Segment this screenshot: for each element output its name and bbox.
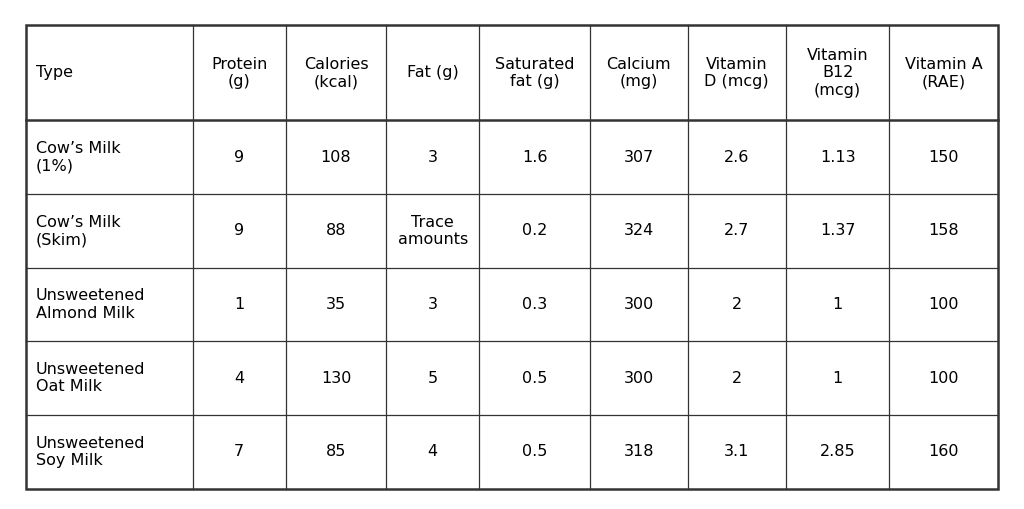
Text: 4: 4 <box>234 371 245 386</box>
Text: 35: 35 <box>326 297 346 312</box>
Text: Protein
(g): Protein (g) <box>211 56 267 89</box>
Text: 1.6: 1.6 <box>522 150 548 165</box>
Text: 2.6: 2.6 <box>724 150 750 165</box>
Text: Fat (g): Fat (g) <box>407 66 459 80</box>
Text: Type: Type <box>36 66 73 80</box>
Text: 158: 158 <box>929 223 959 238</box>
Text: 4: 4 <box>428 444 437 459</box>
Text: 3.1: 3.1 <box>724 444 750 459</box>
Text: 2.7: 2.7 <box>724 223 750 238</box>
Text: 300: 300 <box>624 297 654 312</box>
Text: 85: 85 <box>326 444 346 459</box>
Text: 0.5: 0.5 <box>522 371 548 386</box>
Text: 130: 130 <box>321 371 351 386</box>
Text: Cow’s Milk
(Skim): Cow’s Milk (Skim) <box>36 215 121 247</box>
Text: 2.85: 2.85 <box>820 444 855 459</box>
Text: Vitamin
B12
(mcg): Vitamin B12 (mcg) <box>807 48 868 98</box>
Text: 7: 7 <box>234 444 245 459</box>
Text: 0.2: 0.2 <box>522 223 548 238</box>
Text: Unsweetened
Soy Milk: Unsweetened Soy Milk <box>36 436 145 468</box>
Text: 100: 100 <box>929 297 959 312</box>
Text: 108: 108 <box>321 150 351 165</box>
Text: 9: 9 <box>234 150 245 165</box>
Text: 3: 3 <box>428 150 437 165</box>
Text: Calories
(kcal): Calories (kcal) <box>304 56 369 89</box>
Text: 324: 324 <box>624 223 654 238</box>
Text: 150: 150 <box>929 150 959 165</box>
Text: Saturated
fat (g): Saturated fat (g) <box>495 56 574 89</box>
Text: 2: 2 <box>731 297 741 312</box>
Text: 307: 307 <box>624 150 654 165</box>
Text: 318: 318 <box>624 444 654 459</box>
Text: 88: 88 <box>326 223 346 238</box>
Text: 1: 1 <box>833 371 843 386</box>
Text: Unsweetened
Almond Milk: Unsweetened Almond Milk <box>36 288 145 321</box>
Text: Calcium
(mg): Calcium (mg) <box>606 56 671 89</box>
Text: 0.3: 0.3 <box>522 297 548 312</box>
Text: Unsweetened
Oat Milk: Unsweetened Oat Milk <box>36 362 145 394</box>
Text: 160: 160 <box>929 444 959 459</box>
Text: 3: 3 <box>428 297 437 312</box>
Text: Cow’s Milk
(1%): Cow’s Milk (1%) <box>36 141 121 174</box>
Text: 2: 2 <box>731 371 741 386</box>
Text: 0.5: 0.5 <box>522 444 548 459</box>
Text: Vitamin
D (mcg): Vitamin D (mcg) <box>705 56 769 89</box>
Text: 9: 9 <box>234 223 245 238</box>
Text: 1.37: 1.37 <box>820 223 855 238</box>
Text: 300: 300 <box>624 371 654 386</box>
Text: Trace
amounts: Trace amounts <box>397 215 468 247</box>
Text: 1: 1 <box>833 297 843 312</box>
Text: 1.13: 1.13 <box>820 150 855 165</box>
Text: 1: 1 <box>234 297 245 312</box>
Text: Vitamin A
(RAE): Vitamin A (RAE) <box>905 56 983 89</box>
Text: 100: 100 <box>929 371 959 386</box>
Text: 5: 5 <box>428 371 437 386</box>
